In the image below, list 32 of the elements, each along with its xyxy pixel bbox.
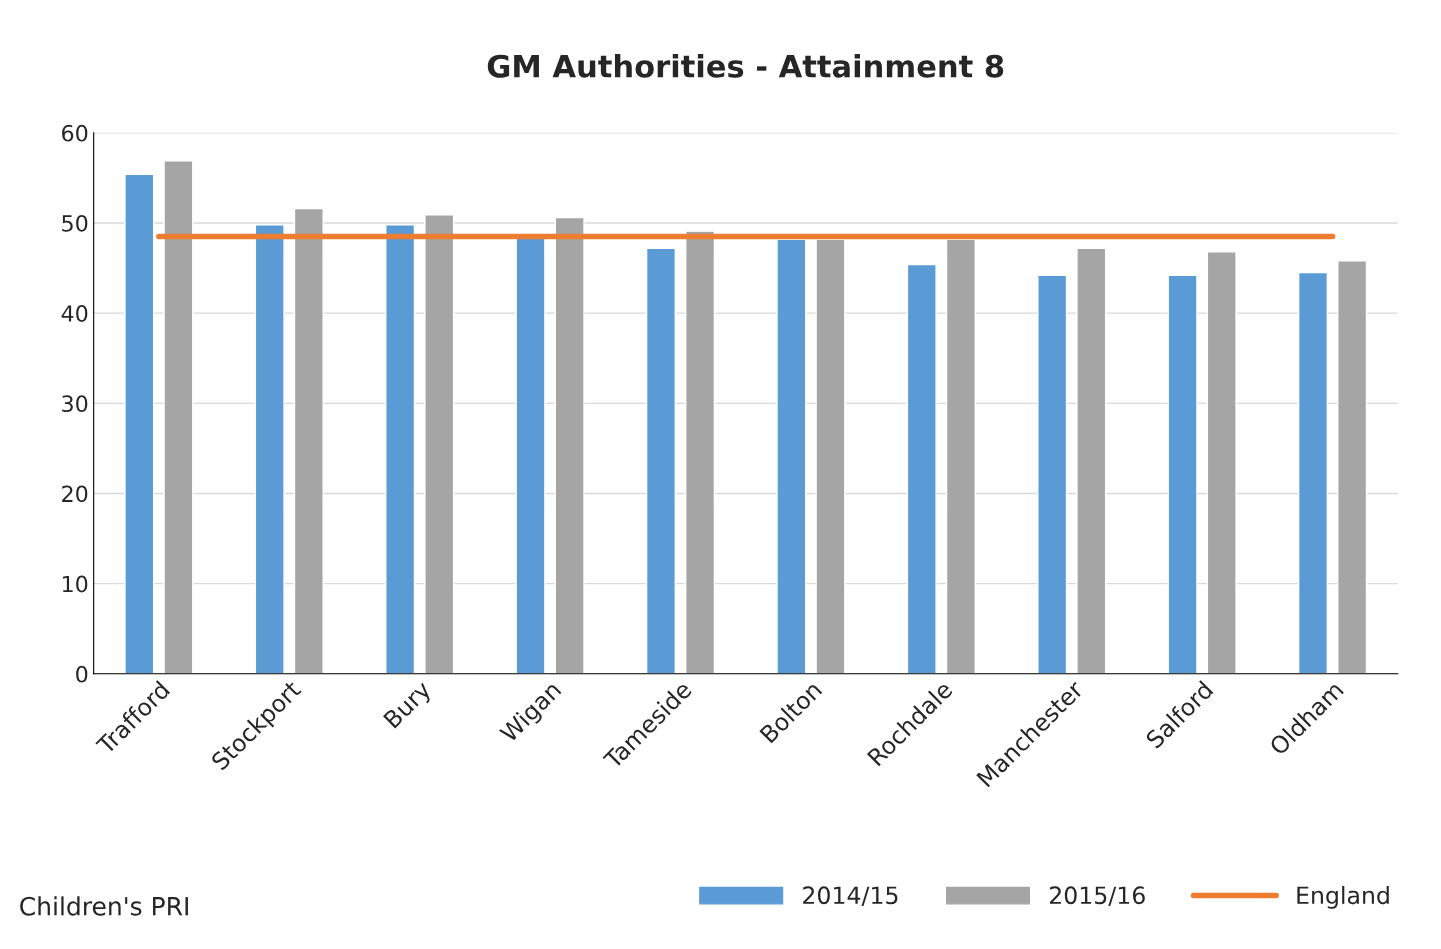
legend-label: 2014/15 bbox=[803, 886, 898, 907]
y-tick-label: 50 bbox=[62, 214, 88, 232]
bar bbox=[424, 214, 455, 674]
y-tick-label: 40 bbox=[61, 305, 88, 322]
bar bbox=[254, 224, 285, 674]
bar bbox=[515, 237, 546, 674]
bar bbox=[906, 263, 937, 674]
chart-title: GM Authorities - Attainment 8 bbox=[487, 54, 1004, 78]
bar bbox=[1337, 260, 1368, 674]
bar bbox=[776, 238, 807, 674]
y-tick-label: 60 bbox=[62, 124, 88, 142]
bar bbox=[124, 173, 155, 674]
bar bbox=[1206, 251, 1237, 674]
bar bbox=[645, 247, 676, 674]
bar bbox=[1037, 274, 1068, 674]
bar bbox=[945, 238, 976, 674]
text: Children's PRI bbox=[20, 896, 188, 916]
bar bbox=[685, 230, 716, 674]
bar bbox=[815, 238, 846, 674]
bar bbox=[554, 216, 585, 674]
bar bbox=[1297, 271, 1329, 674]
y-tick-label: 30 bbox=[62, 395, 88, 413]
bar bbox=[385, 224, 416, 674]
bar bbox=[293, 207, 324, 674]
bar bbox=[1167, 274, 1198, 674]
legend-label: 2015/16 bbox=[1049, 886, 1145, 907]
y-tick-label: 10 bbox=[62, 575, 88, 593]
legend-label: England bbox=[1297, 885, 1389, 909]
y-tick-label: 20 bbox=[62, 485, 88, 503]
bar bbox=[163, 160, 194, 674]
y-tick-label: 0 bbox=[76, 665, 88, 683]
bar bbox=[1076, 247, 1107, 674]
